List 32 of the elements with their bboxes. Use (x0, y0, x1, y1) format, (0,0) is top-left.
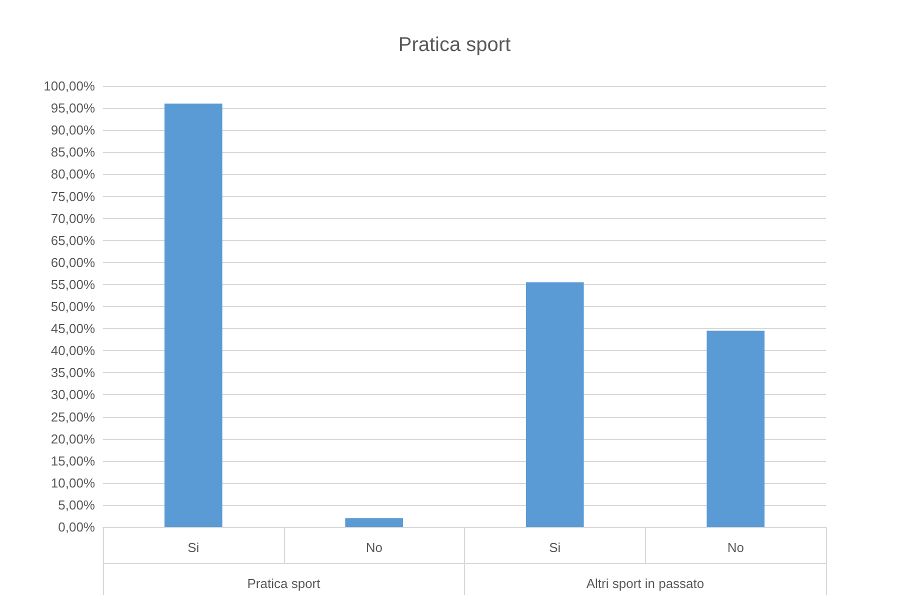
y-tick-label: 0,00% (58, 520, 96, 534)
chart-title: Pratica sport (398, 34, 512, 56)
bar (164, 104, 222, 527)
x-tick-label: Si (549, 540, 561, 555)
y-tick-label: 20,00% (50, 431, 96, 446)
y-tick-label: 95,00% (50, 100, 96, 116)
y-tick-label: 10,00% (50, 475, 96, 490)
y-tick-label: 70,00% (50, 210, 96, 226)
y-tick-label: 35,00% (50, 365, 96, 380)
y-tick-label: 85,00% (50, 144, 96, 160)
y-tick-label: 60,00% (50, 254, 96, 270)
y-tick-label: 75,00% (50, 188, 96, 204)
x-tick-label: No (366, 540, 382, 555)
text: Pratica sport (247, 576, 321, 591)
bar (345, 518, 404, 527)
x-tick-label: No (727, 540, 744, 555)
y-tick-label: 25,00% (50, 409, 96, 424)
text: Altri sport in passato (586, 576, 704, 591)
y-tick-label: 50,00% (50, 299, 96, 314)
bar (526, 282, 584, 527)
y-tick-label: 40,00% (50, 343, 96, 358)
y-tick-label: 5,00% (58, 497, 96, 512)
bar (706, 330, 765, 527)
y-tick-label: 80,00% (50, 166, 96, 182)
y-tick-label: 65,00% (50, 232, 96, 248)
y-tick-label: 100,00% (44, 78, 96, 94)
y-tick-label: 90,00% (50, 122, 96, 138)
y-tick-label: 30,00% (50, 387, 96, 402)
x-tick-label: Si (188, 540, 200, 555)
y-tick-label: 15,00% (50, 453, 96, 468)
y-tick-label: 45,00% (50, 321, 96, 336)
y-tick-label: 55,00% (50, 276, 96, 292)
